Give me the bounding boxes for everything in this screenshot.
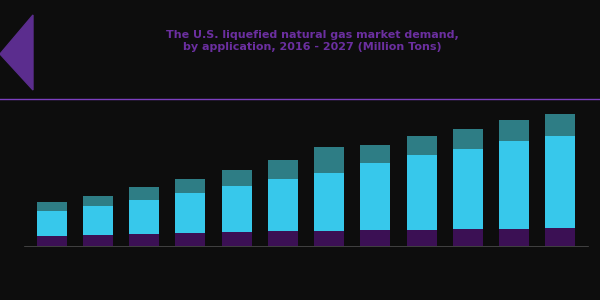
Bar (499, 120, 529, 142)
Bar (221, 170, 251, 186)
Bar (545, 228, 575, 246)
Bar (129, 200, 159, 234)
Bar (268, 179, 298, 231)
Bar (37, 236, 67, 246)
Bar (361, 163, 391, 230)
Bar (407, 136, 437, 155)
Bar (129, 188, 159, 200)
Bar (129, 234, 159, 246)
Bar (453, 129, 483, 149)
Bar (361, 145, 391, 163)
Bar (407, 155, 437, 230)
Bar (314, 147, 344, 172)
Bar (545, 136, 575, 228)
Bar (175, 193, 205, 233)
Bar (268, 160, 298, 179)
Bar (268, 231, 298, 246)
Bar (545, 111, 575, 136)
Bar (314, 172, 344, 231)
Bar (37, 211, 67, 236)
Bar (407, 230, 437, 246)
Bar (314, 231, 344, 246)
Bar (175, 179, 205, 193)
Bar (221, 232, 251, 246)
Bar (499, 229, 529, 246)
Bar (453, 229, 483, 246)
Bar (499, 142, 529, 229)
Bar (361, 230, 391, 246)
Bar (37, 202, 67, 211)
Text: The U.S. liquefied natural gas market demand,
by application, 2016 - 2027 (Milli: The U.S. liquefied natural gas market de… (166, 30, 458, 52)
Bar (83, 196, 113, 206)
Legend: Application 1, Application 2, Application 3: Application 1, Application 2, Applicatio… (173, 296, 439, 300)
Bar (175, 233, 205, 246)
Bar (453, 149, 483, 229)
Bar (83, 236, 113, 246)
Bar (221, 186, 251, 232)
Bar (83, 206, 113, 236)
